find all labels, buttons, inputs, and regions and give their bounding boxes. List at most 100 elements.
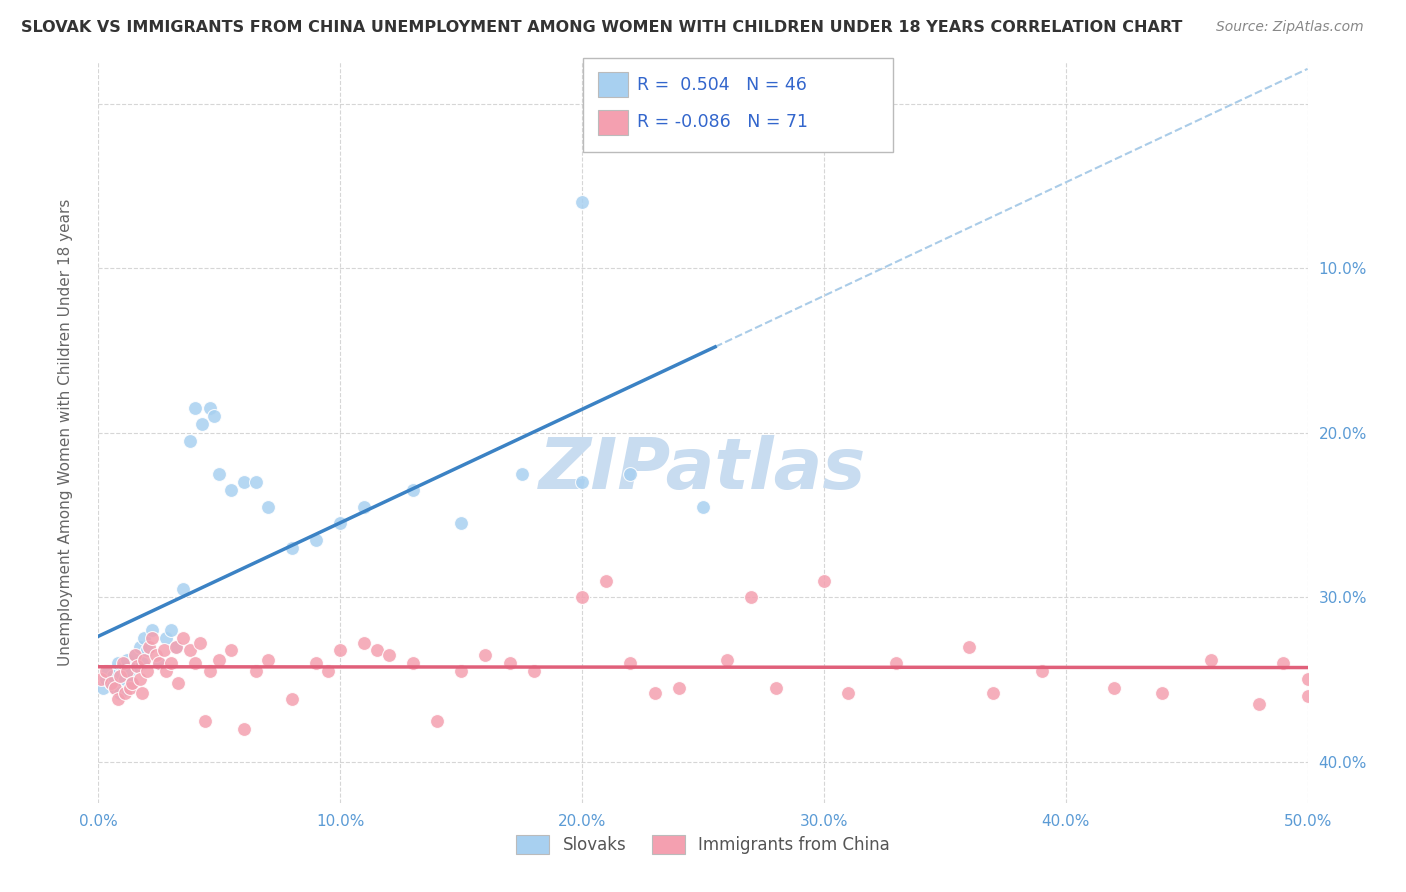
Point [131,656,153,670]
Point [305,533,328,547]
Point [245,664,267,678]
Point [619,467,641,481]
Point [155,632,177,646]
Point [155,664,177,678]
Point [118,681,141,695]
Point [329,516,352,530]
Point [232,475,254,489]
Point [179,642,201,657]
Point [191,417,214,432]
Point [172,582,194,596]
Point [184,401,207,415]
Point [281,541,304,555]
Point [124,648,146,662]
Point [117,653,139,667]
Text: R = -0.086   N = 71: R = -0.086 N = 71 [637,113,808,131]
Y-axis label: Unemployment Among Women with Children Under 18 years: Unemployment Among Women with Children U… [59,199,73,666]
Point [198,664,221,678]
Point [107,656,129,670]
Point [1031,664,1053,678]
Point [256,653,278,667]
Point [426,714,449,728]
Point [571,195,593,210]
Point [172,632,194,646]
Point [498,656,520,670]
Point [402,483,425,498]
Point [167,675,190,690]
Point [165,640,187,654]
Point [1199,653,1222,667]
Point [1152,685,1174,699]
Point [523,664,546,678]
Point [141,632,163,646]
Point [118,664,141,678]
Point [1102,681,1125,695]
Point [100,675,122,690]
Point [188,636,211,650]
Point [134,653,156,667]
Point [208,467,231,481]
Point [305,656,328,670]
Point [101,669,124,683]
Point [121,675,143,690]
Point [256,500,278,514]
Point [740,590,762,604]
Text: R =  0.504   N = 46: R = 0.504 N = 46 [637,76,807,94]
Point [135,642,157,657]
Point [668,681,690,695]
Point [644,685,666,699]
Point [145,648,167,662]
Point [221,483,243,498]
Point [221,642,243,657]
Point [474,648,496,662]
Point [90,673,112,687]
Point [198,401,221,415]
Point [1296,689,1319,703]
Point [91,681,114,695]
Point [245,475,267,489]
Point [692,500,714,514]
Point [134,632,156,646]
Point [165,640,187,654]
Point [141,623,163,637]
Point [160,656,183,670]
Point [152,642,174,657]
Point [765,681,787,695]
Point [450,664,472,678]
Point [232,722,254,736]
Point [107,692,129,706]
Point [179,434,201,448]
Point [837,685,859,699]
Point [117,664,139,678]
Point [353,636,375,650]
Point [204,409,226,424]
Point [366,642,388,657]
Point [619,656,641,670]
Point [131,685,153,699]
Point [124,648,146,662]
Point [1296,673,1319,687]
Point [94,673,117,687]
Point [377,648,399,662]
Point [208,653,231,667]
Point [813,574,835,588]
Point [94,664,117,678]
Point [104,681,127,695]
Point [329,642,352,657]
Point [114,685,136,699]
Text: SLOVAK VS IMMIGRANTS FROM CHINA UNEMPLOYMENT AMONG WOMEN WITH CHILDREN UNDER 18 : SLOVAK VS IMMIGRANTS FROM CHINA UNEMPLOY… [21,20,1182,35]
Point [316,664,339,678]
Point [97,664,120,678]
Point [1249,697,1271,711]
Point [111,656,134,670]
Point [135,664,157,678]
Text: ZIPatlas: ZIPatlas [540,435,866,504]
Point [353,500,375,514]
Point [108,685,131,699]
Point [281,692,304,706]
Point [402,656,425,670]
Point [1272,656,1295,670]
Point [716,653,738,667]
Point [127,659,149,673]
Point [510,467,533,481]
